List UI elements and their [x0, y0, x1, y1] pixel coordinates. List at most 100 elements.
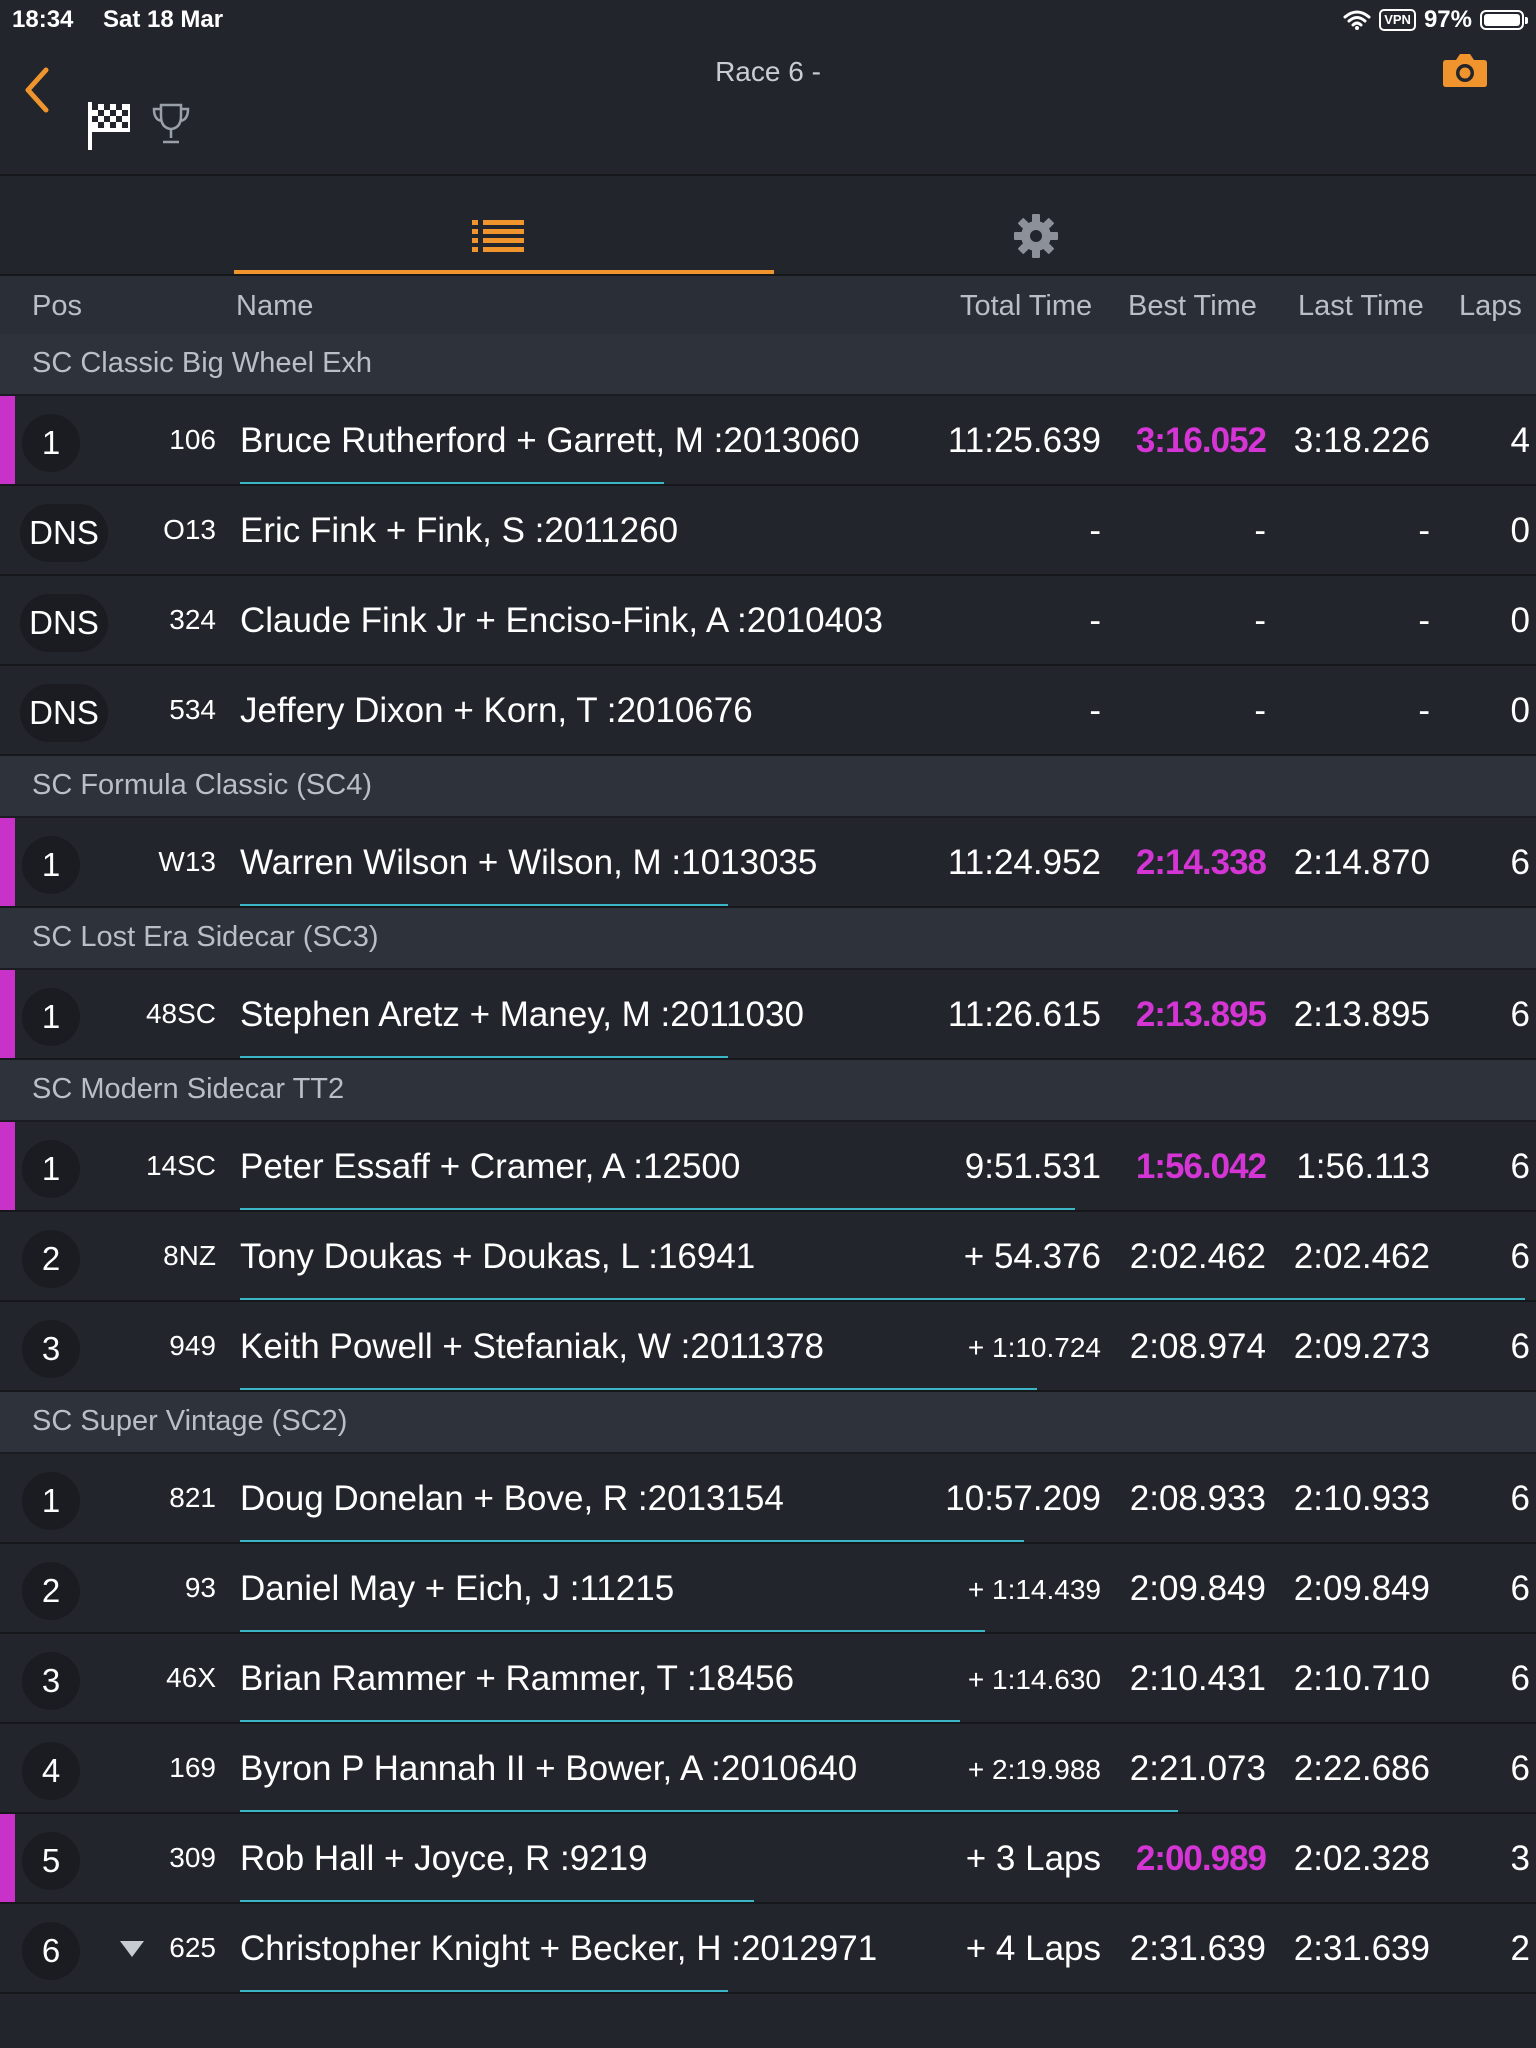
rider-name: Brian Rammer + Rammer, T :18456: [240, 1659, 795, 1698]
best-time: 3:16.052: [1135, 421, 1267, 460]
result-row[interactable]: 6 625 Christopher Knight + Becker, H :2012…: [0, 1904, 1536, 1994]
total-time: + 3 Laps: [965, 1839, 1101, 1878]
laps-count: 6: [1510, 843, 1530, 882]
result-row[interactable]: 1 821 Doug Donelan + Bove, R :2013154 10:57…: [0, 1454, 1536, 1544]
total-time: 11:25.639: [947, 421, 1101, 460]
last-time: 2:09.273: [1293, 1327, 1430, 1366]
total-time: + 1:14.439: [967, 1574, 1101, 1605]
position-badge: 1: [22, 988, 80, 1046]
last-time: 2:13.895: [1293, 995, 1430, 1034]
position-badge: 3: [22, 1652, 80, 1710]
result-row[interactable]: DNS O13 Eric Fink + Fink, S :2011260 - - - 0: [0, 486, 1536, 576]
result-row[interactable]: DNS 324 Claude Fink Jr + Enciso-Fink, A :2…: [0, 576, 1536, 666]
result-row[interactable]: 2 8NZ Tony Doukas + Doukas, L :16941 + 54.3…: [0, 1212, 1536, 1302]
class-group-title: SC Formula Classic (SC4): [32, 769, 372, 801]
rider-number: 625: [169, 1932, 216, 1963]
total-time: + 4 Laps: [965, 1929, 1101, 1968]
rider-number: 93: [184, 1572, 216, 1603]
rider-name: Eric Fink + Fink, S :2011260: [240, 511, 679, 550]
best-time: 2:09.849: [1129, 1569, 1266, 1608]
checkered-flag-icon[interactable]: [86, 100, 134, 152]
laps-count: 4: [1510, 421, 1530, 460]
rider-number: 324: [169, 604, 216, 635]
result-row[interactable]: DNS 534 Jeffery Dixon + Korn, T :2010676 - -…: [0, 666, 1536, 756]
result-row[interactable]: 3 46X Brian Rammer + Rammer, T :18456 + 1:1…: [0, 1634, 1536, 1724]
status-date: Sat 18 Mar: [103, 6, 224, 33]
last-time: 2:09.849: [1293, 1569, 1430, 1608]
result-row[interactable]: 1 14SC Peter Essaff + Cramer, A :12500 9:51…: [0, 1122, 1536, 1212]
best-time: 2:31.639: [1129, 1929, 1266, 1968]
column-total-time[interactable]: Total Time: [960, 290, 1093, 322]
result-row[interactable]: 1 106 Bruce Rutherford + Garrett, M :20130…: [0, 396, 1536, 486]
result-row[interactable]: 3 949 Keith Powell + Stefaniak, W :2011378…: [0, 1302, 1536, 1392]
laps-count: 6: [1510, 1237, 1530, 1276]
gear-icon: [1014, 214, 1058, 258]
laps-count: 2: [1510, 1929, 1530, 1968]
class-group-header: SC Modern Sidecar TT2: [0, 1060, 1536, 1122]
best-time: 2:13.895: [1135, 995, 1267, 1034]
rider-name: Rob Hall + Joyce, R :9219: [240, 1839, 648, 1878]
last-time: 2:31.639: [1293, 1929, 1430, 1968]
best-lap-marker: [0, 1814, 15, 1902]
best-time: -: [1254, 511, 1266, 550]
best-time: -: [1254, 601, 1266, 640]
column-laps[interactable]: Laps: [1459, 290, 1522, 322]
lap-progress-bar: [240, 1630, 985, 1632]
rider-name: Stephen Aretz + Maney, M :2011030: [240, 995, 804, 1034]
laps-count: 6: [1510, 1569, 1530, 1608]
total-time: + 1:14.630: [967, 1664, 1101, 1695]
position-badge: DNS: [20, 684, 108, 742]
laps-count: 6: [1510, 1479, 1530, 1518]
lap-progress-bar: [240, 904, 728, 906]
column-best-time[interactable]: Best Time: [1128, 290, 1257, 322]
camera-icon[interactable]: [1442, 52, 1488, 88]
laps-count: 0: [1510, 511, 1530, 550]
results-list: SC Classic Big Wheel Exh 1 106 Bruce Ruther…: [0, 334, 1536, 1994]
tab-selected-indicator: [234, 270, 774, 274]
position-badge: 1: [22, 414, 80, 472]
page-title: Race 6 -: [715, 56, 821, 87]
tab-settings[interactable]: [960, 176, 1110, 274]
total-time: 11:24.952: [947, 843, 1101, 882]
trophy-icon[interactable]: [150, 102, 192, 146]
tab-results[interactable]: [234, 176, 774, 274]
total-time: -: [1089, 691, 1101, 730]
position-badge: 1: [22, 836, 80, 894]
total-time: + 54.376: [963, 1237, 1101, 1276]
position-badge: DNS: [20, 594, 108, 652]
total-time: + 1:10.724: [967, 1332, 1101, 1363]
rider-number: 48SC: [145, 998, 216, 1029]
rider-number: 8NZ: [163, 1240, 216, 1271]
result-row[interactable]: 5 309 Rob Hall + Joyce, R :9219 + 3 Laps 2:0…: [0, 1814, 1536, 1904]
result-row[interactable]: 1 48SC Stephen Aretz + Maney, M :2011030 11…: [0, 970, 1536, 1060]
total-time: 9:51.531: [964, 1147, 1101, 1186]
class-group-header: SC Formula Classic (SC4): [0, 756, 1536, 818]
rider-number: O13: [163, 514, 216, 545]
result-row[interactable]: 4 169 Byron P Hannah II + Bower, A :201064…: [0, 1724, 1536, 1814]
rider-name: Peter Essaff + Cramer, A :12500: [240, 1147, 741, 1186]
rider-number: 949: [169, 1330, 216, 1361]
column-name[interactable]: Name: [236, 290, 314, 322]
total-time: + 2:19.988: [967, 1754, 1101, 1785]
position-badge: 2: [22, 1230, 80, 1288]
last-time: -: [1418, 511, 1430, 550]
navigation-bar: Race 6 -: [0, 40, 1536, 176]
rider-number: 534: [169, 694, 216, 725]
position-badge: 3: [22, 1320, 80, 1378]
position-badge: 4: [22, 1742, 80, 1800]
best-lap-marker: [0, 970, 15, 1058]
best-time: 2:00.989: [1135, 1839, 1267, 1878]
position-badge: DNS: [20, 504, 108, 562]
result-row[interactable]: 2 93 Daniel May + Eich, J :11215 + 1:14.439…: [0, 1544, 1536, 1634]
result-row[interactable]: 1 W13 Warren Wilson + Wilson, M :1013035 11…: [0, 818, 1536, 908]
column-last-time[interactable]: Last Time: [1298, 290, 1424, 322]
battery-icon: [1480, 10, 1528, 30]
chevron-left-icon[interactable]: [18, 60, 58, 120]
class-group-title: SC Lost Era Sidecar (SC3): [32, 921, 379, 953]
lap-progress-bar: [240, 1056, 728, 1058]
column-pos[interactable]: Pos: [32, 290, 82, 322]
laps-count: 6: [1510, 1147, 1530, 1186]
rider-number: 821: [169, 1482, 216, 1513]
rider-name: Bruce Rutherford + Garrett, M :2013060: [240, 421, 860, 460]
column-header: Pos Name Total Time Best Time Last Time …: [0, 276, 1536, 334]
